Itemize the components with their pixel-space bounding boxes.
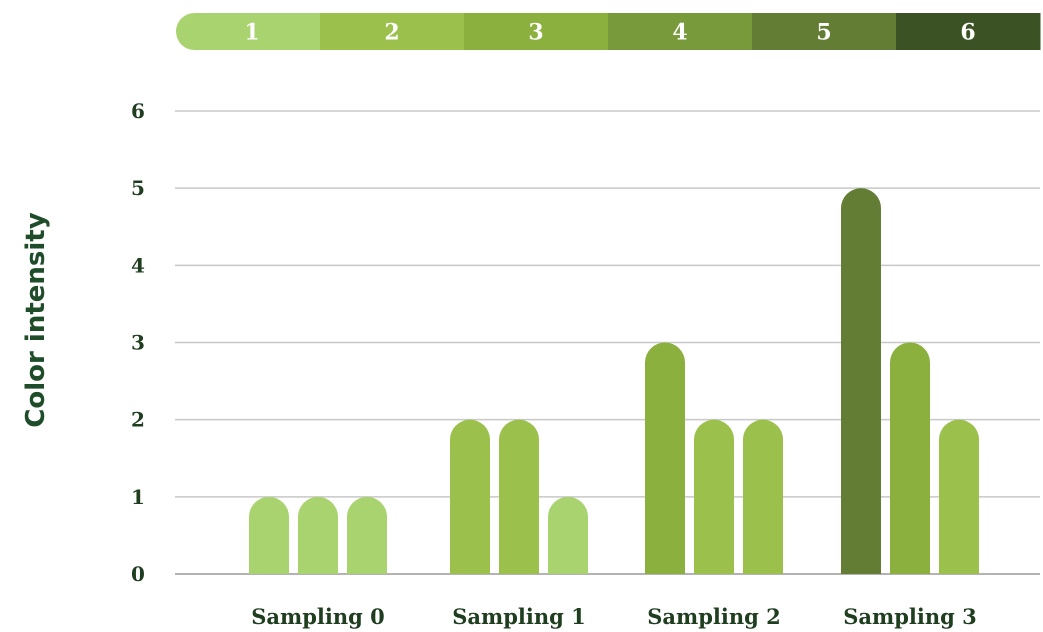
- bar-sampling-0-2: [298, 496, 338, 574]
- y-tick-label: 4: [131, 253, 145, 277]
- legend-swatch: [752, 13, 897, 50]
- color-scale-legend: 1 2 3 4 5 6: [176, 13, 1041, 50]
- legend-label: 4: [672, 20, 687, 46]
- bar-sampling-1-3: [548, 496, 588, 574]
- legend-label: 6: [960, 20, 975, 46]
- x-category-label: Sampling 1: [452, 604, 586, 629]
- bar-sampling-3-2: [890, 342, 930, 574]
- legend-swatch: [608, 13, 753, 50]
- x-axis-categories: Sampling 0 Sampling 1 Sampling 2 Sampling 3: [251, 604, 977, 629]
- legend-swatch: [896, 13, 1041, 50]
- bar-sampling-2-1: [645, 342, 685, 574]
- x-category-label: Sampling 3: [843, 604, 977, 629]
- y-tick-label: 3: [131, 331, 145, 355]
- y-tick-label: 6: [131, 99, 145, 123]
- legend-swatch: [464, 13, 609, 50]
- bar-sampling-3-3: [939, 419, 979, 574]
- bar-sampling-3-1: [841, 188, 881, 574]
- x-category-label: Sampling 0: [251, 604, 385, 629]
- legend-label: 5: [816, 20, 831, 46]
- x-category-label: Sampling 2: [647, 604, 781, 629]
- y-axis-title: Color intensity: [21, 212, 51, 427]
- y-tick-label: 0: [131, 562, 145, 586]
- legend-label: 3: [528, 20, 543, 46]
- bar-sampling-2-3: [743, 419, 783, 574]
- y-axis-ticks: 0 1 2 3 4 5 6: [131, 99, 145, 586]
- bar-sampling-1-1: [450, 419, 490, 574]
- bar-sampling-1-2: [499, 419, 539, 574]
- y-tick-label: 1: [131, 485, 145, 509]
- legend-swatch: [320, 13, 465, 50]
- legend-swatch: [176, 13, 320, 50]
- bar-sampling-2-2: [694, 419, 734, 574]
- legend-label: 2: [384, 20, 399, 46]
- bars: [249, 188, 979, 574]
- y-tick-label: 2: [131, 408, 145, 432]
- y-tick-label: 5: [131, 176, 145, 200]
- legend-label: 1: [244, 20, 259, 46]
- bar-sampling-0-1: [249, 496, 289, 574]
- bar-sampling-0-3: [347, 496, 387, 574]
